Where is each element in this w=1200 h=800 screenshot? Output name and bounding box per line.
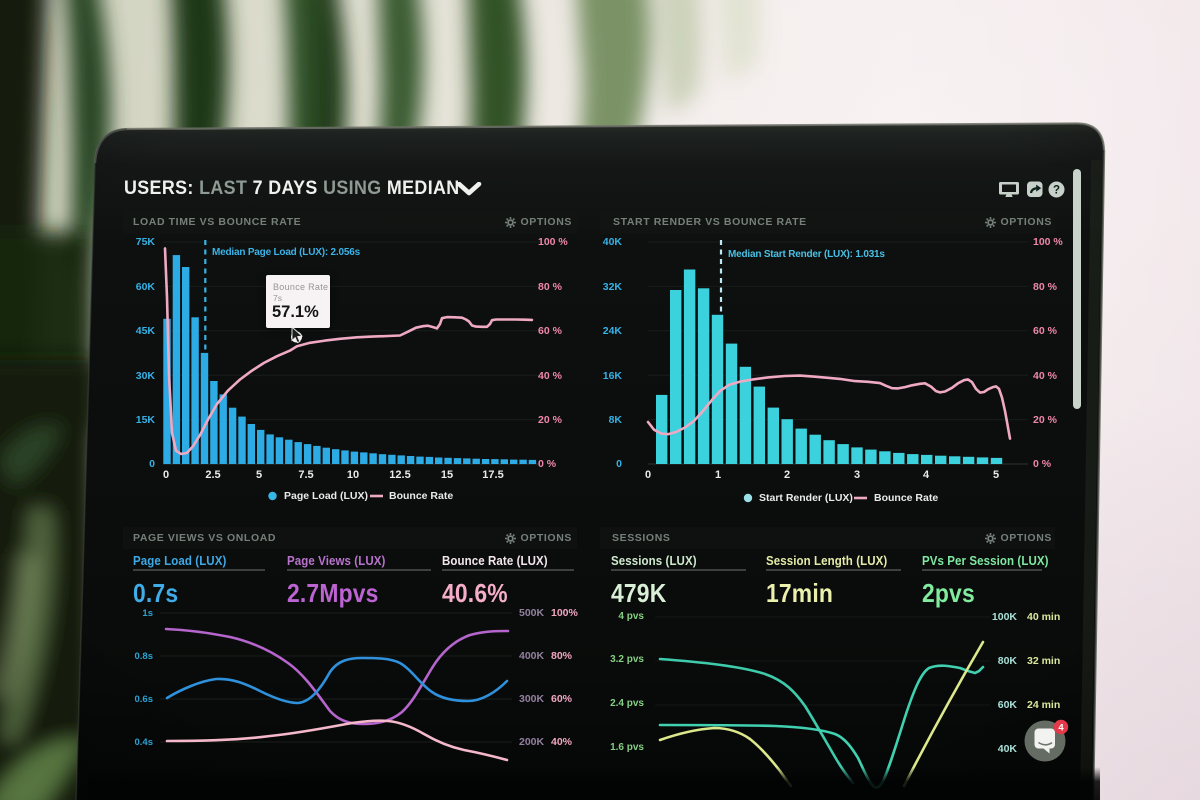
svg-text:?: ? [1053, 184, 1060, 196]
svg-text:4: 4 [1058, 723, 1064, 734]
